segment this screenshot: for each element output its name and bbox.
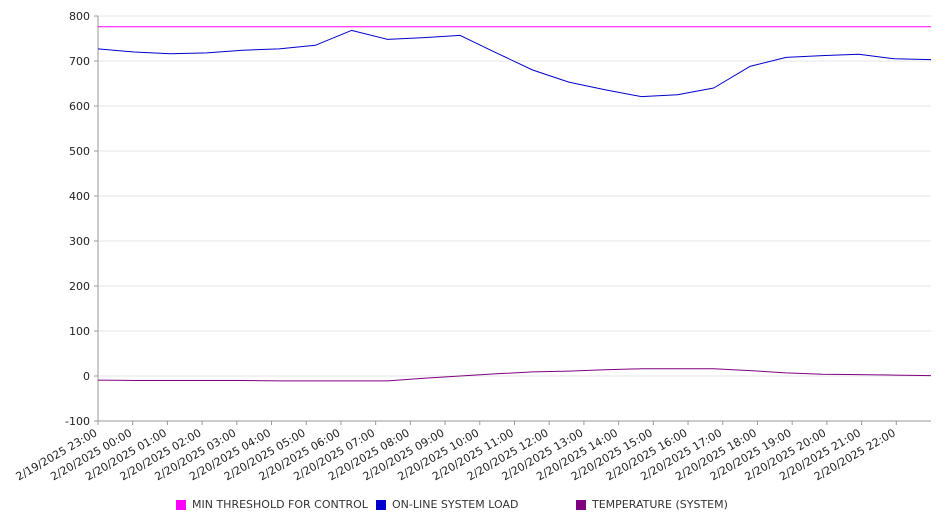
grid-lines — [98, 15, 931, 422]
legend-label-min-threshold: MIN THRESHOLD FOR CONTROL — [192, 498, 368, 511]
y-tick-label: 600 — [69, 100, 90, 113]
y-tick-label: 400 — [69, 190, 90, 203]
y-tick-label: 0 — [83, 370, 90, 383]
legend-label-temperature: TEMPERATURE (SYSTEM) — [592, 498, 728, 511]
y-tick-label: 800 — [69, 10, 90, 23]
y-tick-label: 300 — [69, 235, 90, 248]
legend-item-min-threshold[interactable]: MIN THRESHOLD FOR CONTROL — [176, 498, 368, 511]
legend-label-system-load: ON-LINE SYSTEM LOAD — [392, 498, 519, 511]
series-line-1 — [97, 29, 932, 98]
legend-item-system-load[interactable]: ON-LINE SYSTEM LOAD — [376, 498, 518, 511]
series-line-2 — [97, 368, 932, 382]
legend-swatch-purple — [576, 499, 586, 510]
y-tick-label: -100 — [65, 415, 90, 428]
series-lines — [97, 26, 932, 382]
y-tick-label: 100 — [69, 325, 90, 338]
legend-item-temperature[interactable]: TEMPERATURE (SYSTEM) — [576, 498, 728, 511]
axes — [94, 15, 931, 425]
x-axis-tick-labels: 2/19/2025 23:002/20/2025 00:002/20/2025 … — [14, 426, 898, 483]
legend: MIN THRESHOLD FOR CONTROL ON-LINE SYSTEM… — [0, 498, 946, 514]
y-tick-label: 700 — [69, 55, 90, 68]
legend-swatch-magenta — [176, 499, 186, 510]
y-tick-label: 500 — [69, 145, 90, 158]
y-axis-tick-labels: 800 700 600 500 400 300 200 100 0 -100 — [65, 10, 90, 428]
legend-swatch-blue — [376, 499, 386, 510]
y-tick-label: 200 — [69, 280, 90, 293]
